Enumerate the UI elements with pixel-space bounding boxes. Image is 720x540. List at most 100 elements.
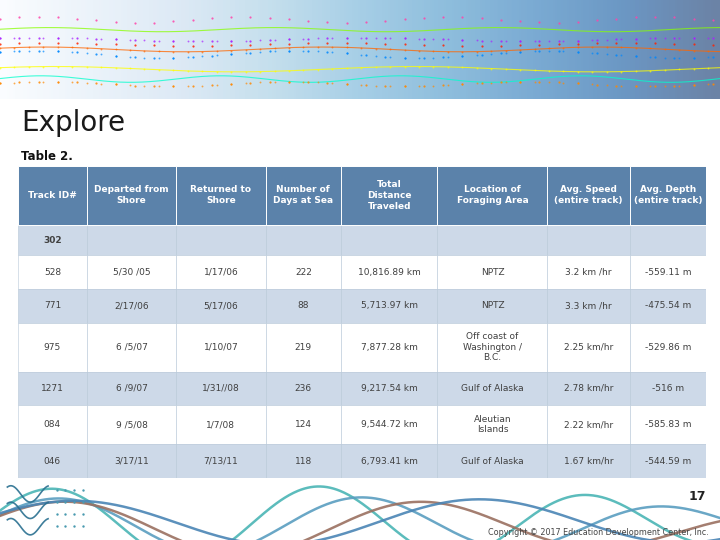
Text: 3.2 km /hr: 3.2 km /hr: [565, 267, 612, 276]
Text: 236: 236: [294, 384, 312, 393]
Point: [591, 36, 603, 44]
Point: [91, 39, 102, 48]
Point: [283, 66, 294, 75]
Point: [707, 40, 719, 49]
Point: [356, 50, 367, 59]
Point: [456, 80, 468, 89]
Text: 1/31//08: 1/31//08: [202, 384, 240, 393]
Point: [644, 34, 656, 43]
Point: [0, 48, 6, 56]
Point: [601, 43, 613, 51]
Point: [66, 34, 78, 43]
Point: [616, 35, 627, 44]
Point: [125, 52, 136, 61]
Text: 118: 118: [294, 456, 312, 465]
Point: [630, 82, 642, 91]
Point: [297, 66, 309, 75]
Point: [81, 63, 92, 71]
Point: [630, 35, 642, 43]
Point: [23, 46, 35, 55]
Bar: [341, 289, 438, 323]
Text: Table 2.: Table 2.: [22, 150, 73, 163]
Point: [399, 62, 410, 71]
Point: [649, 53, 661, 62]
Text: 10,816.89 km: 10,816.89 km: [358, 267, 420, 276]
Point: [0, 44, 6, 52]
Point: [37, 62, 49, 71]
Point: [413, 62, 425, 71]
Point: [168, 17, 179, 26]
Text: Aleutian
Islands: Aleutian Islands: [474, 415, 511, 435]
Point: [659, 82, 670, 91]
Point: [341, 64, 353, 72]
Text: -544.59 m: -544.59 m: [644, 456, 691, 465]
Point: [269, 47, 280, 56]
Text: 5,713.97 km: 5,713.97 km: [361, 301, 418, 310]
Point: [283, 15, 294, 24]
Point: [52, 33, 63, 42]
Point: [269, 44, 280, 52]
Point: [264, 47, 276, 56]
Point: [649, 39, 661, 48]
Point: [129, 53, 140, 62]
Point: [644, 66, 656, 75]
Bar: [630, 372, 706, 406]
Point: [688, 64, 699, 73]
Point: [245, 40, 256, 49]
Bar: [176, 255, 266, 289]
Point: [668, 53, 680, 62]
Point: [81, 49, 92, 58]
Bar: [266, 372, 341, 406]
Point: [206, 42, 217, 50]
Point: [688, 53, 699, 62]
Point: [528, 77, 540, 86]
Bar: [341, 323, 438, 372]
Point: [591, 39, 603, 48]
Point: [668, 13, 680, 22]
Bar: [438, 225, 547, 255]
Point: [139, 36, 150, 45]
Point: [356, 80, 367, 89]
Point: [125, 64, 136, 73]
Text: -475.54 m: -475.54 m: [644, 301, 691, 310]
Point: [442, 81, 454, 90]
Point: [91, 50, 102, 58]
Point: [327, 79, 338, 87]
Point: [630, 35, 642, 43]
Point: [125, 36, 136, 44]
Point: [110, 35, 122, 44]
Point: [23, 33, 35, 42]
Point: [370, 33, 382, 42]
Point: [60, 498, 71, 507]
Point: [399, 15, 410, 24]
Point: [442, 48, 454, 56]
Bar: [438, 289, 547, 323]
Point: [302, 78, 314, 86]
Point: [153, 36, 165, 45]
Point: [197, 37, 208, 45]
Point: [456, 52, 468, 60]
Point: [153, 53, 165, 62]
Bar: [630, 444, 706, 478]
Point: [225, 79, 237, 88]
Point: [71, 48, 83, 57]
Point: [283, 39, 294, 48]
Point: [601, 81, 613, 90]
Point: [534, 37, 545, 45]
Point: [659, 45, 670, 53]
Point: [0, 34, 6, 43]
Point: [66, 48, 78, 57]
Point: [591, 80, 603, 89]
Point: [630, 82, 642, 91]
Point: [0, 63, 6, 72]
Bar: [341, 166, 438, 225]
Point: [81, 44, 92, 52]
Point: [630, 39, 642, 48]
Point: [514, 77, 526, 86]
Point: [707, 79, 719, 88]
Text: 2/17/06: 2/17/06: [114, 301, 149, 310]
Point: [110, 40, 122, 49]
Point: [206, 51, 217, 60]
Point: [341, 18, 353, 27]
Point: [495, 42, 507, 50]
